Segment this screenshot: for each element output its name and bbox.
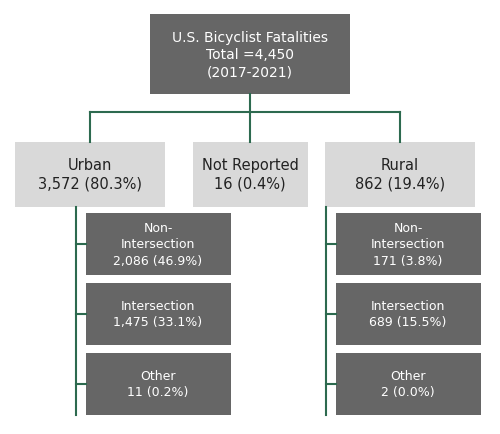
FancyBboxPatch shape — [86, 214, 231, 275]
Text: Other
2 (0.0%): Other 2 (0.0%) — [381, 370, 435, 398]
Text: Intersection
1,475 (33.1%): Intersection 1,475 (33.1%) — [114, 300, 202, 329]
FancyBboxPatch shape — [336, 283, 480, 345]
FancyBboxPatch shape — [336, 214, 480, 275]
FancyBboxPatch shape — [86, 283, 231, 345]
FancyBboxPatch shape — [150, 15, 350, 95]
Text: Not Reported
16 (0.4%): Not Reported 16 (0.4%) — [202, 158, 298, 191]
FancyBboxPatch shape — [325, 142, 475, 207]
Text: Urban
3,572 (80.3%): Urban 3,572 (80.3%) — [38, 158, 142, 191]
FancyBboxPatch shape — [86, 353, 231, 415]
Text: Other
11 (0.2%): Other 11 (0.2%) — [128, 370, 188, 398]
Text: Non-
Intersection
2,086 (46.9%): Non- Intersection 2,086 (46.9%) — [114, 222, 202, 267]
Text: U.S. Bicyclist Fatalities
Total =4,450
(2017-2021): U.S. Bicyclist Fatalities Total =4,450 (… — [172, 31, 328, 79]
Text: Intersection
689 (15.5%): Intersection 689 (15.5%) — [370, 300, 446, 329]
FancyBboxPatch shape — [15, 142, 165, 207]
FancyBboxPatch shape — [192, 142, 308, 207]
Text: Rural
862 (19.4%): Rural 862 (19.4%) — [355, 158, 445, 191]
Text: Non-
Intersection
171 (3.8%): Non- Intersection 171 (3.8%) — [371, 222, 445, 267]
FancyBboxPatch shape — [336, 353, 480, 415]
